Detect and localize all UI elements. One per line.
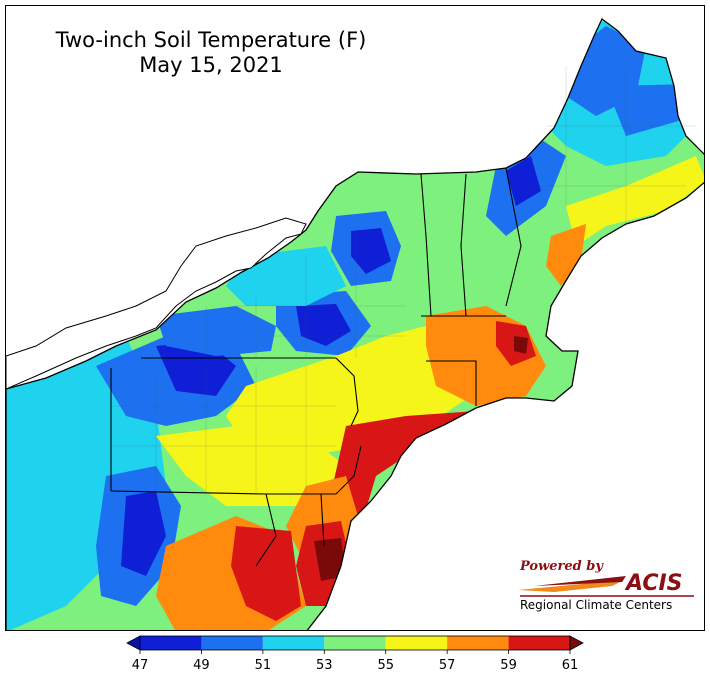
acis-logo: Powered by ACIS Regional Climate Centers [518,559,694,612]
colorbar-under-arrow [126,635,141,651]
colorbar-tick-label: 49 [193,658,210,673]
colorbar-bin [324,636,386,650]
colorbar-tick-label: 59 [500,658,517,673]
colorbar-tick-label: 57 [439,658,456,673]
map-title: Two-inch Soil Temperature (F) [55,28,367,52]
svg-text:Powered by: Powered by [519,559,604,574]
soil-temperature-map [6,6,704,630]
colorbar-bin [385,636,448,650]
colorbar-bin [201,636,263,650]
colorbar-bin [508,636,570,650]
map-date: May 15, 2021 [139,53,283,77]
colorbar-tick-label: 53 [316,658,333,673]
colorbar-over-arrow [569,635,584,651]
colorbar-bin [140,636,202,650]
svg-text:Regional Climate Centers: Regional Climate Centers [520,598,672,612]
colorbar-tick-label: 61 [562,658,579,673]
map-frame: Two-inch Soil Temperature (F) May 15, 20… [5,5,705,631]
colorbar-bin [262,636,325,650]
colorbar-tick-label: 47 [132,658,149,673]
colorbar-bin [447,636,509,650]
colorbar-tick-label: 55 [377,658,394,673]
color-legend: 47 49 51 53 55 57 59 61 [126,635,584,673]
svg-text:ACIS: ACIS [624,571,683,596]
state-borders [110,167,522,567]
colorbar-tick-label: 51 [255,658,272,673]
